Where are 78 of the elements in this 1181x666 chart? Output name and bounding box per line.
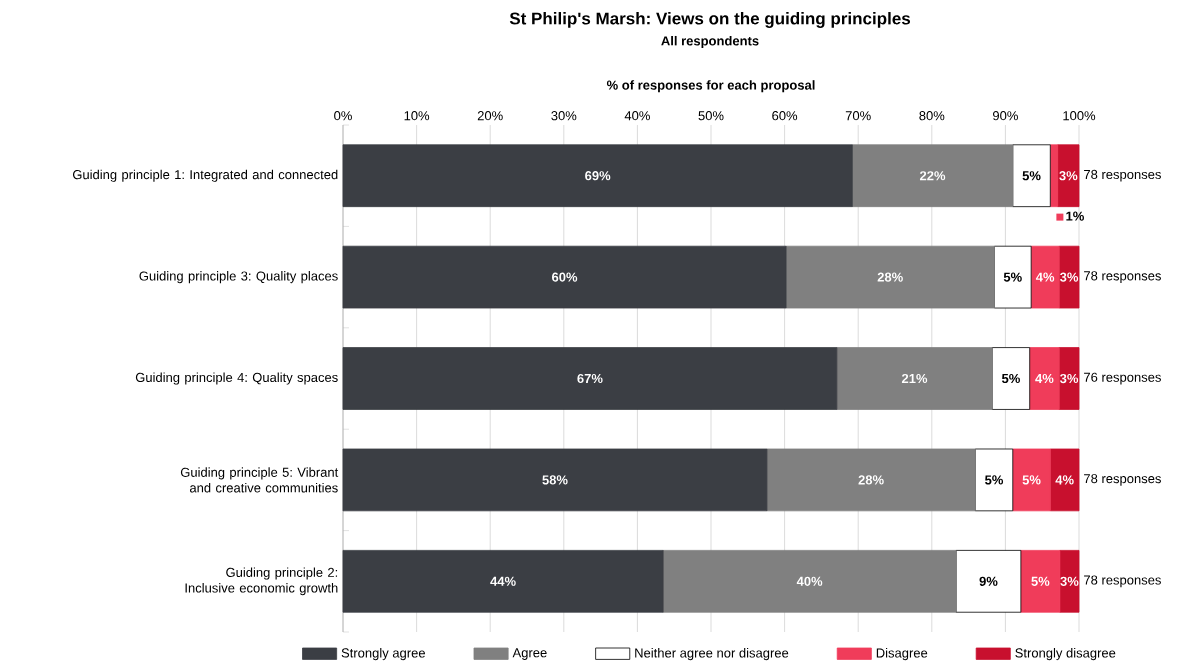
text: 78 responses xyxy=(1084,474,1161,486)
bar xyxy=(785,245,995,309)
legend-label: Disagree xyxy=(876,648,928,661)
data-label: 4% xyxy=(1055,475,1074,485)
x-tick-label: 50% xyxy=(698,111,724,121)
y-tick-label: Guiding principle 2: Inclusive economic growth xyxy=(185,567,338,596)
bar xyxy=(974,448,1014,512)
y-tick-label: Guiding principle 3: Quality places xyxy=(139,271,338,284)
text: 78 responses xyxy=(1084,575,1161,588)
data-label: 60% xyxy=(552,272,578,282)
data-label: 1% xyxy=(1066,211,1084,221)
bar xyxy=(1059,549,1080,613)
data-label: 9% xyxy=(979,576,998,586)
bar xyxy=(1029,347,1060,410)
data-label: 5% xyxy=(1003,272,1022,282)
bar xyxy=(851,144,1014,208)
x-tick-label: 70% xyxy=(845,111,871,121)
y-tick-label: Guiding principle 1: Integrated and connected xyxy=(72,169,338,182)
x-tick-label: 100% xyxy=(1063,111,1096,121)
x-tick-label: 10% xyxy=(404,111,430,121)
bar xyxy=(955,549,1022,613)
data-label: 69% xyxy=(585,171,611,181)
x-tick-label: 0% xyxy=(334,111,352,121)
data-label: 44% xyxy=(490,576,516,586)
bar xyxy=(1012,144,1051,208)
chart-title: St Philip's Marsh: Views on the guiding principles xyxy=(509,12,911,28)
bar xyxy=(1049,448,1080,512)
data-label: 3% xyxy=(1059,373,1079,384)
x-tick-label: 20% xyxy=(477,111,503,121)
x-tick-label: 80% xyxy=(919,111,945,121)
data-label: 67% xyxy=(577,373,603,384)
data-label: 58% xyxy=(542,475,568,485)
data-label: 5% xyxy=(985,475,1004,485)
bar xyxy=(1057,144,1080,208)
data-label: 5% xyxy=(1001,373,1020,384)
x-tick-label: 90% xyxy=(992,111,1018,121)
y-tick-label: Guiding principle 5: Vibrant and creative communities xyxy=(180,467,339,493)
bar xyxy=(836,347,993,410)
data-label: 40% xyxy=(796,576,823,586)
bar xyxy=(342,245,787,309)
text: 78 responses xyxy=(1084,271,1161,283)
legend-label: Strongly agree xyxy=(341,648,425,661)
data-label: 3% xyxy=(1059,272,1079,282)
x-tick-label: 60% xyxy=(772,111,798,121)
x-tick-label: 40% xyxy=(624,111,650,121)
x-tick-label: 30% xyxy=(551,111,577,121)
text: 78 responses xyxy=(1084,169,1161,182)
bar xyxy=(991,347,1031,410)
data-label: 22% xyxy=(919,171,946,181)
bar xyxy=(1012,448,1051,512)
data-label: 5% xyxy=(1022,475,1041,485)
x-axis-title: % of responses for each proposal xyxy=(606,80,815,93)
legend-label: Neither agree nor disagree xyxy=(635,648,789,661)
legend-label: Agree xyxy=(512,648,547,660)
data-label: 3% xyxy=(1060,576,1079,586)
data-label: 21% xyxy=(901,373,928,384)
data-label: 5% xyxy=(1022,171,1041,181)
data-label: 28% xyxy=(877,272,903,282)
data-label: 4% xyxy=(1035,272,1055,282)
chart-subtitle: All respondents xyxy=(661,35,759,49)
bar xyxy=(662,549,957,613)
y-tick-label: Guiding principle 4: Quality spaces xyxy=(135,372,338,385)
text: 76 responses xyxy=(1084,372,1161,385)
bar xyxy=(342,347,838,410)
data-label: 28% xyxy=(858,475,884,485)
bar xyxy=(1058,245,1080,309)
legend-label: Strongly disagree xyxy=(1015,648,1116,661)
bar xyxy=(993,245,1032,309)
bar xyxy=(1030,245,1060,309)
bar xyxy=(766,448,976,512)
bar xyxy=(342,549,664,613)
data-label: 5% xyxy=(1031,576,1050,586)
data-label: 4% xyxy=(1035,373,1054,384)
bar xyxy=(1058,347,1080,410)
bar xyxy=(342,144,853,208)
bar xyxy=(1020,549,1061,613)
data-label: 3% xyxy=(1059,171,1078,181)
bar xyxy=(342,448,768,512)
